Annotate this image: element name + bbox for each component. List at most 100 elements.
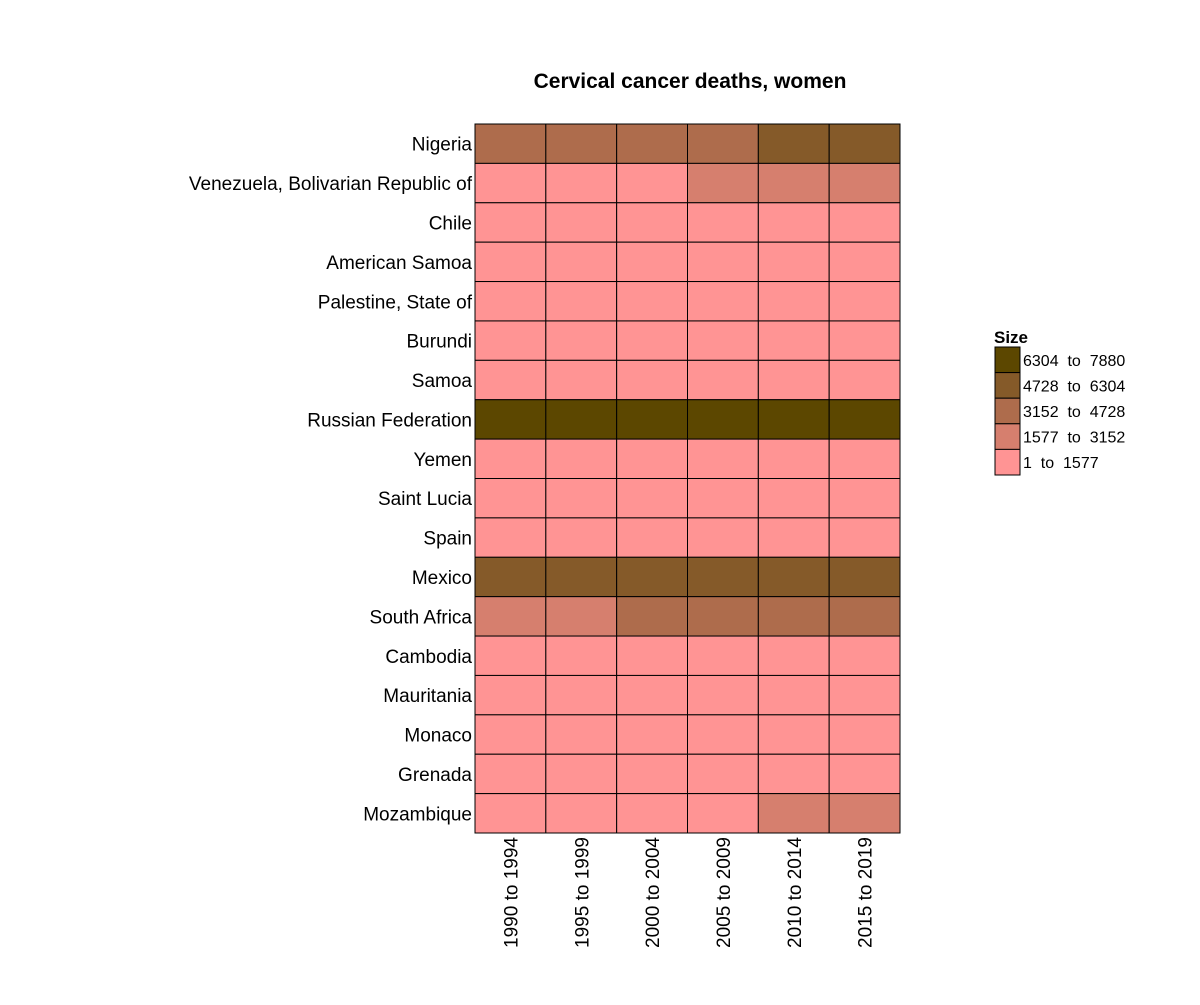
heatmap-cell: [687, 123, 759, 164]
heatmap-cell: [474, 517, 547, 558]
heatmap-cell: [757, 556, 830, 598]
heatmap-cell: [545, 399, 618, 440]
heatmap-cell: [474, 399, 547, 440]
heatmap-cell: [828, 399, 901, 440]
heatmap-cell: [687, 241, 759, 283]
heatmap-cell: [474, 753, 547, 795]
row-labels: Nigeria Venezuela, Bolivarian Republic of…: [189, 135, 473, 826]
row-label: Grenada: [398, 765, 472, 786]
heatmap-cell: [474, 320, 547, 361]
heatmap-cell: [828, 281, 901, 322]
heatmap-cell: [545, 320, 618, 361]
heatmap-cell: [687, 438, 759, 480]
row-label: Mauritania: [383, 686, 472, 707]
heatmap-cell: [545, 596, 618, 637]
heatmap-cell: [545, 202, 618, 243]
column-label: 2000 to 2004: [643, 837, 664, 948]
heatmap-cell: [616, 556, 689, 598]
column-label: 2005 to 2009: [714, 837, 735, 948]
heatmap-cell: [545, 162, 618, 204]
heatmap-cell: [616, 281, 689, 322]
heatmap-cell: [545, 635, 618, 676]
row-label: Russian Federation: [307, 410, 472, 431]
heatmap-cell: [757, 438, 830, 480]
heatmap-cell: [828, 753, 901, 795]
heatmap-cell: [474, 714, 547, 755]
heatmap-cell: [828, 517, 901, 558]
heatmap-cell: [757, 674, 830, 716]
heatmap-cell: [757, 793, 830, 834]
column-labels: 1990 to 1994 1995 to 1999 2000 to 2004 2005…: [501, 837, 876, 948]
heatmap-cell: [474, 596, 547, 637]
legend-label: 3152 to 4728: [1023, 404, 1125, 421]
heatmap-cell: [757, 714, 830, 755]
heatmap-cell: [616, 753, 689, 795]
heatmap-cell: [616, 241, 689, 283]
legend-title: Size: [994, 328, 1028, 347]
heatmap-cell: [828, 241, 901, 283]
legend-swatch: [994, 372, 1021, 399]
heatmap-cell: [616, 478, 689, 519]
heatmap-cell: [545, 714, 618, 755]
heatmap-cell: [828, 556, 901, 598]
heatmap-cell: [687, 714, 759, 755]
heatmap-cell: [828, 359, 901, 401]
heatmap-cell: [687, 596, 759, 637]
legend-swatch: [994, 346, 1021, 374]
heatmap-cell: [474, 793, 547, 834]
legend: Size 6304 to 7880 4728 to 6304 3152 to 472…: [994, 328, 1125, 476]
legend-label: 1 to 1577: [1023, 455, 1099, 472]
heatmap-cell: [474, 281, 547, 322]
column-label: 1990 to 1994: [501, 837, 522, 948]
legend-label: 4728 to 6304: [1023, 378, 1125, 395]
heatmap-cell: [474, 478, 547, 519]
heatmap-cell: [828, 714, 901, 755]
heatmap-cell: [545, 359, 618, 401]
heatmap-cell: [545, 241, 618, 283]
row-label: Venezuela, Bolivarian Republic of: [189, 174, 473, 195]
heatmap-cell: [757, 753, 830, 795]
legend-label: 6304 to 7880: [1023, 353, 1125, 370]
row-label: Mexico: [412, 568, 472, 589]
heatmap-cell: [687, 320, 759, 361]
row-label: Chile: [429, 213, 472, 234]
row-label: Nigeria: [412, 135, 473, 156]
heatmap-cell: [616, 714, 689, 755]
row-label: Cambodia: [385, 647, 472, 668]
heatmap-cell: [757, 202, 830, 243]
row-label: Samoa: [412, 371, 473, 392]
heatmap-cell: [687, 162, 759, 204]
heatmap-cell: [545, 281, 618, 322]
heatmap-cell: [828, 793, 901, 834]
heatmap-cell: [616, 438, 689, 480]
heatmap-cell: [828, 123, 901, 164]
heatmap-cell: [828, 478, 901, 519]
heatmap-cell: [828, 596, 901, 637]
heatmap-cell: [757, 359, 830, 401]
heatmap-cell: [616, 399, 689, 440]
heatmap-cell: [687, 674, 759, 716]
heatmap-cell: [474, 674, 547, 716]
row-label: American Samoa: [326, 253, 472, 274]
legend-swatch: [994, 448, 1021, 476]
heatmap-cell: [757, 162, 830, 204]
legend-label: 1577 to 3152: [1023, 430, 1125, 447]
heatmap-cell: [828, 674, 901, 716]
row-label: Palestine, State of: [318, 292, 473, 313]
heatmap-cell: [757, 123, 830, 164]
heatmap-cell: [616, 359, 689, 401]
heatmap-cell: [616, 635, 689, 676]
heatmap-cell: [828, 162, 901, 204]
heatmap-cell: [757, 635, 830, 676]
row-label: Spain: [423, 529, 472, 550]
heatmap-cell: [828, 635, 901, 676]
heatmap-cell: [757, 320, 830, 361]
heatmap-cell: [757, 478, 830, 519]
heatmap-cell: [474, 202, 547, 243]
heatmap-cell: [687, 556, 759, 598]
heatmap-cell: [757, 281, 830, 322]
row-label: South Africa: [370, 607, 473, 628]
heatmap-cell: [474, 241, 547, 283]
heatmap-cell: [687, 793, 759, 834]
